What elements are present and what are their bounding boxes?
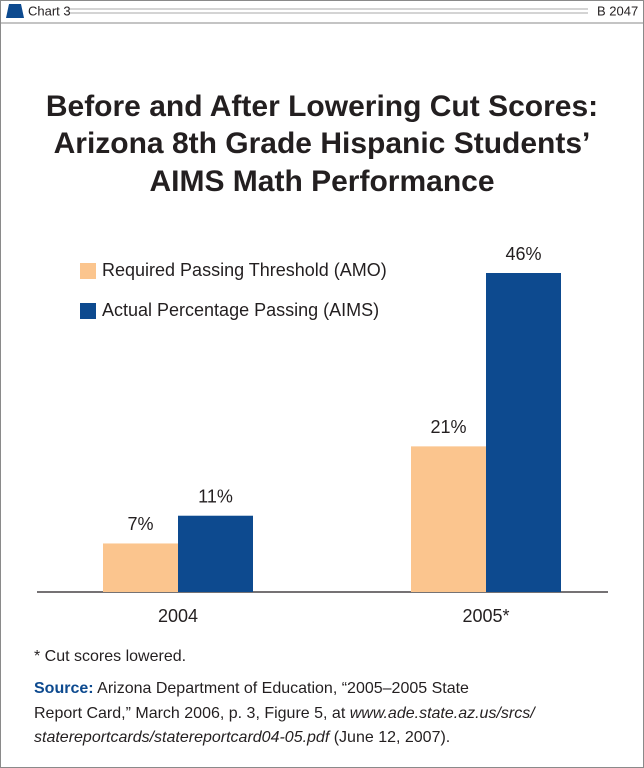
header-bar [1,1,643,23]
bar [103,543,178,592]
legend-swatch [80,303,96,319]
chart-title: Before and After Lowering Cut Scores: [46,90,598,123]
source: statereportcards/statereportcard04-05.pd… [34,729,450,746]
footnote: * Cut scores lowered. [34,648,186,665]
header-code: B 2047 [597,3,638,18]
bar [411,446,486,592]
header-icon [6,4,24,18]
source: Report Card,” March 2006, p. 3, Figure 5… [34,705,536,722]
x-tick-label: 2004 [158,606,198,626]
legend-swatch [80,263,96,279]
bar [486,273,561,592]
value-label: 11% [198,486,233,506]
source-url: statereportcards/statereportcard04-05.pd… [34,729,331,746]
source-url: www.ade.state.az.us/srcs/ [350,705,537,722]
chart-title: AIMS Math Performance [149,165,494,198]
source-text: Arizona Department of Education, “2005–2… [94,680,469,697]
value-label: 46% [505,244,541,264]
source-text: Report Card,” March 2006, p. 3, Figure 5… [34,705,350,722]
value-label: 7% [127,514,153,534]
x-tick-label: 2005* [462,606,509,626]
source-label: Source: [34,680,94,697]
header-label: Chart 3 [28,3,71,18]
source-text: (June 12, 2007). [329,729,450,746]
value-label: 21% [430,417,466,437]
bar [178,515,253,592]
source: Source: Arizona Department of Education,… [34,680,469,697]
legend-label: Actual Percentage Passing (AIMS) [102,300,379,320]
legend-label: Required Passing Threshold (AMO) [102,260,387,280]
chart-title: Arizona 8th Grade Hispanic Students’ [54,127,591,160]
